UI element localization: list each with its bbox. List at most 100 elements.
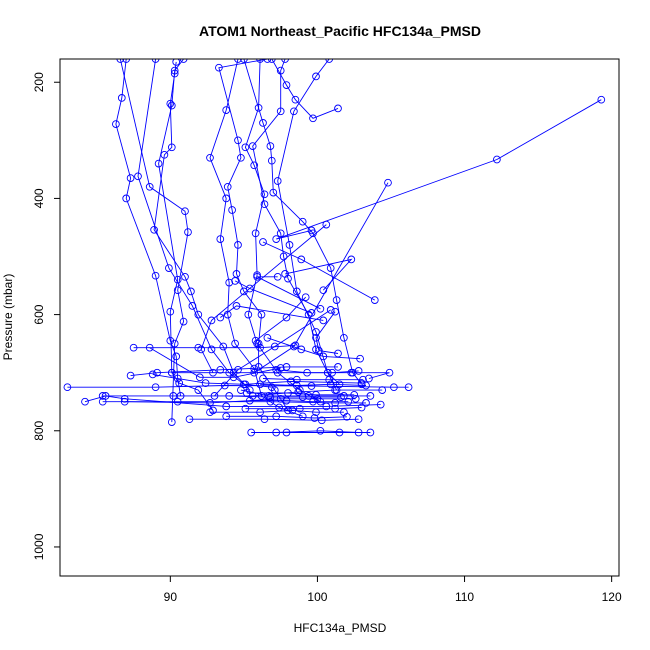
data-point [225,278,234,287]
series-line [124,398,356,404]
y-tick-label: 600 [32,304,46,324]
data-point [328,368,336,377]
data-point [267,59,276,63]
data-point [148,370,157,379]
data-point [347,368,356,377]
data-point [219,342,228,351]
data-point [251,336,260,345]
series-45 [225,392,345,401]
plot-area [59,58,620,577]
x-tick-label: 90 [164,590,178,604]
series-line [276,430,359,433]
data-point [232,270,241,278]
data-point [282,363,291,371]
series-line [226,415,347,419]
data-point [335,428,344,437]
data-point [332,296,341,304]
series-line [119,59,189,423]
data-point [232,302,241,310]
data-point [282,313,291,322]
series-43 [256,380,370,390]
data-point [334,363,342,371]
data-point [317,416,326,425]
data-point [172,59,181,66]
data-point [266,397,275,406]
data-point [145,343,154,352]
data-point [331,386,339,394]
data-point [376,400,385,409]
data-point [281,59,289,63]
data-point [134,172,142,181]
data-point [316,426,325,435]
series-line [149,347,281,378]
data-point [276,107,285,116]
data-point [325,59,334,63]
data-point [169,392,178,400]
series-16 [259,238,379,304]
data-point [228,206,236,214]
series-39 [237,386,375,400]
data-point [260,200,269,209]
data-point [251,229,260,238]
series-line [189,418,359,421]
data-point [310,414,319,422]
data-point [216,365,225,374]
data-point [234,59,242,63]
series-line [229,395,341,398]
data-point [245,284,254,293]
data-point [319,316,328,325]
data-point [231,277,239,285]
series-line [315,311,339,354]
data-point [273,177,282,185]
data-point [297,255,306,264]
data-point [493,155,501,164]
data-point [241,380,250,389]
data-point [316,304,325,313]
data-point [281,270,289,278]
series-22 [251,293,310,345]
data-point [250,161,259,170]
data-point [340,333,348,342]
data-point [166,99,175,108]
data-point [173,374,182,383]
series-25 [145,343,285,382]
data-point [292,287,301,296]
series-47 [263,333,364,363]
series-line [171,372,390,379]
data-point [145,182,154,191]
data-point [272,365,281,374]
data-point [259,119,267,127]
data-point [390,383,398,392]
data-point [194,310,203,319]
data-point [98,397,107,406]
data-point [122,59,131,63]
series-line [249,400,349,403]
data-point [312,408,320,417]
series-line [267,337,361,360]
data-point [309,114,317,123]
series-line [133,344,296,349]
data-point [337,393,345,401]
data-point [404,383,413,392]
data-point [288,406,297,415]
data-point [312,390,320,399]
data-point [151,59,160,63]
y-axis: 200 400 600 800 1000 [32,72,60,560]
data-point [244,310,253,319]
data-point [334,104,342,113]
series-26 [63,381,413,392]
data-point [154,159,163,168]
data-point [150,225,158,234]
series-line [200,224,327,373]
data-point [370,296,379,304]
data-point [272,428,281,437]
data-point [167,418,176,426]
data-point [266,393,275,401]
data-point [220,381,229,390]
data-point [181,207,189,216]
data-point [270,386,279,394]
data-point [276,394,285,403]
data-point [366,428,375,437]
data-point [357,403,366,412]
data-point [248,142,257,150]
